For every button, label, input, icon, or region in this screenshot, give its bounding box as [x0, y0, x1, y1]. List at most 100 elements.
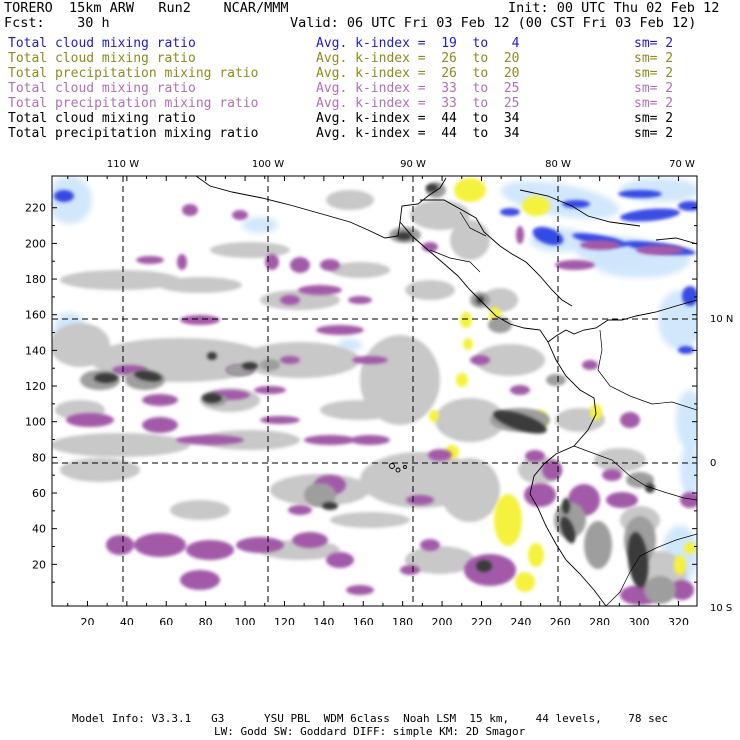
field-blob: [542, 460, 562, 480]
field-blob: [280, 356, 300, 364]
field-blob: [326, 552, 354, 568]
field-blob: [606, 492, 638, 508]
field-blob: [440, 458, 500, 522]
field-blob: [186, 540, 234, 560]
x-tick-label: 100: [235, 616, 256, 625]
field-blob: [420, 539, 440, 551]
axis-labels: 20 40 60 80 100 120 140 160 180 200 220 240 260 280 30…: [25, 159, 733, 625]
field-blob: [52, 176, 92, 224]
field-blob: [636, 245, 684, 255]
field-blob: [94, 373, 118, 383]
legend-smoothing: sm= 2: [634, 81, 674, 96]
y-tick-label: 60: [32, 487, 46, 500]
field-blob: [210, 242, 290, 258]
dark-precip-layer: [94, 184, 655, 588]
latitude-label: 10 N: [710, 314, 733, 325]
field-blob: [470, 355, 490, 365]
field-blob: [330, 512, 410, 528]
field-blob: [180, 570, 220, 590]
field-blob: [200, 430, 300, 450]
field-blob: [618, 190, 662, 198]
field-blob: [106, 535, 134, 555]
x-tick-label: 80: [199, 616, 213, 625]
x-tick-label: 180: [392, 616, 413, 625]
legend-row: Total cloud mixing ratio Avg. k-index = 3…: [8, 81, 733, 96]
field-blob: [476, 560, 492, 572]
legend-variable: Total cloud mixing ratio: [8, 111, 196, 126]
x-tick-label: 140: [313, 616, 334, 625]
field-blob: [562, 498, 570, 514]
field-blob: [580, 240, 620, 250]
legend-k-index: Avg. k-index = 26 to 20: [316, 66, 520, 81]
x-tick-label: 240: [510, 616, 531, 625]
valid-time: Valid: 06 UTC Fri 03 Feb 12 (00 CST Fri …: [290, 15, 697, 31]
field-blob: [627, 532, 649, 588]
field-blob: [182, 204, 198, 216]
purple-precip-layer: [66, 204, 697, 605]
x-tick-label: 300: [629, 616, 650, 625]
field-blob: [254, 386, 286, 394]
legend-variable: Total precipitation mixing ratio: [8, 66, 259, 81]
x-tick-label: 40: [120, 616, 134, 625]
legend: Total cloud mixing ratio Avg. k-index = 1…: [0, 36, 740, 146]
field-blob: [320, 259, 340, 271]
longitude-label: 110 W: [107, 159, 139, 170]
x-tick-label: 160: [353, 616, 374, 625]
y-tick-label: 40: [32, 523, 46, 536]
field-blob: [546, 374, 566, 386]
field-blob: [232, 210, 248, 220]
field-blob: [488, 317, 512, 333]
field-blob: [560, 516, 576, 544]
x-tick-label: 20: [80, 616, 94, 625]
forecast-hour: Fcst: 30 h: [4, 15, 110, 31]
field-blob: [594, 448, 646, 472]
longitude-label: 90 W: [400, 159, 426, 170]
legend-smoothing: sm= 2: [634, 126, 674, 141]
field-blob: [405, 280, 455, 300]
field-blob: [670, 580, 694, 600]
field-blob: [428, 449, 452, 461]
field-blob: [620, 178, 697, 202]
field-blob: [176, 435, 244, 445]
x-tick-label: 280: [589, 616, 610, 625]
field-blob: [510, 385, 530, 395]
field-blob: [620, 208, 680, 222]
field-blob: [396, 232, 412, 240]
y-tick-label: 120: [25, 380, 46, 393]
legend-smoothing: sm= 2: [634, 111, 674, 126]
field-blob: [684, 542, 696, 554]
legend-variable: Total cloud mixing ratio: [8, 81, 196, 96]
y-tick-label: 160: [25, 309, 46, 322]
field-blob: [500, 181, 620, 219]
field-blob: [410, 200, 470, 230]
legend-row: Total precipitation mixing ratio Avg. k-i…: [8, 96, 733, 111]
field-blob: [202, 393, 222, 403]
field-blob: [562, 200, 590, 208]
grid-lines: [52, 176, 697, 606]
field-blob: [207, 352, 217, 360]
y-tick-label: 180: [25, 273, 46, 286]
field-blob: [330, 262, 390, 278]
field-blob: [482, 288, 518, 312]
field-blob: [280, 295, 300, 305]
field-blob: [456, 373, 468, 387]
legend-smoothing: sm= 2: [634, 36, 674, 51]
field-blob: [288, 505, 312, 515]
y-tick-label: 140: [25, 344, 46, 357]
field-blob: [316, 325, 364, 335]
legend-variable: Total cloud mixing ratio: [8, 36, 196, 51]
field-blob: [242, 362, 258, 370]
legend-smoothing: sm= 2: [634, 66, 674, 81]
longitude-label: 80 W: [545, 159, 571, 170]
field-blob: [134, 533, 186, 557]
field-blob: [435, 398, 505, 442]
field-blob: [60, 270, 180, 290]
longitude-label: 70 W: [669, 159, 695, 170]
legend-row: Total cloud mixing ratio Avg. k-index = 4…: [8, 111, 733, 126]
field-blob: [422, 242, 438, 252]
field-blob: [265, 254, 279, 270]
y-tick-label: 80: [32, 451, 46, 464]
field-blob: [292, 532, 328, 548]
field-blob: [242, 217, 278, 233]
model-title: TORERO 15km ARW Run2 NCAR/MMM: [4, 0, 289, 16]
